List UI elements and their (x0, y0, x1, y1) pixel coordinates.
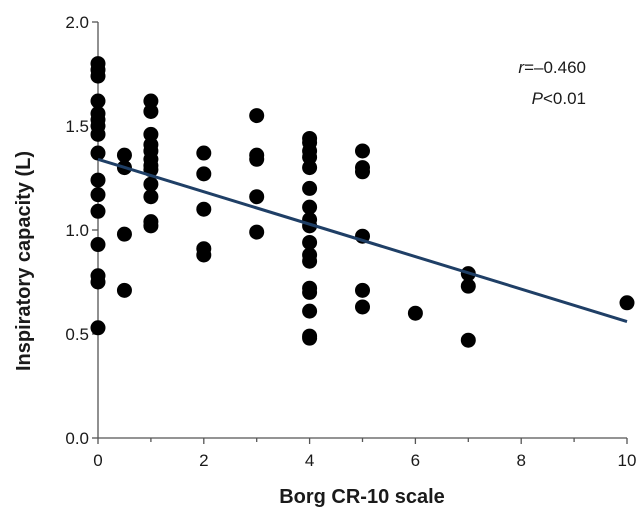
data-point (302, 180, 318, 196)
data-point (302, 234, 318, 250)
data-point (116, 282, 132, 298)
y-tick-label: 0.5 (65, 325, 89, 344)
data-point (302, 330, 318, 346)
data-point (355, 164, 370, 180)
data-point (90, 274, 106, 290)
data-point (90, 320, 106, 336)
data-point (302, 160, 318, 176)
x-tick-label: 8 (516, 451, 525, 470)
y-tick-label: 1.5 (65, 117, 89, 136)
data-point (249, 224, 265, 240)
y-axis-title: Inspiratory capacity (L) (13, 151, 35, 371)
data-point (249, 189, 265, 205)
data-point (143, 176, 159, 192)
data-point (249, 151, 265, 167)
x-tick-label: 2 (199, 451, 208, 470)
r-value: =–0.460 (524, 58, 586, 77)
data-point (143, 103, 159, 119)
data-point (196, 166, 212, 182)
data-point (143, 93, 159, 109)
x-axis-title: Borg CR-10 scale (279, 486, 445, 508)
data-point (196, 201, 212, 217)
data-point (116, 226, 132, 242)
data-point (302, 284, 318, 300)
data-point (143, 218, 159, 234)
data-point (90, 203, 106, 219)
plot-area: 0.0 0.5 1.0 1.5 2.0 0 2 4 6 8 10 (65, 13, 636, 470)
data-point (116, 147, 132, 163)
data-point (90, 68, 106, 84)
p-value-annotation: P<0.01 (532, 89, 586, 108)
data-point (90, 187, 106, 203)
regression-line (97, 157, 628, 323)
y-tick-label: 2.0 (65, 13, 89, 32)
data-point (90, 172, 106, 188)
data-point (407, 305, 423, 321)
p-symbol: P (532, 89, 544, 108)
y-tick-label: 0.0 (65, 429, 89, 448)
data-point (196, 247, 212, 263)
correlation-annotation: r=–0.460 (518, 58, 586, 77)
x-tick-label: 4 (305, 451, 314, 470)
data-point (302, 149, 318, 165)
x-tick-label: 10 (618, 451, 637, 470)
data-point (355, 282, 370, 298)
x-tick-label: 6 (411, 451, 420, 470)
data-point (460, 278, 476, 294)
data-point (302, 253, 318, 269)
data-point (143, 189, 159, 205)
y-tick-label: 1.0 (65, 221, 89, 240)
data-point (90, 145, 106, 161)
data-point (90, 237, 106, 253)
data-point (460, 332, 476, 348)
data-point (302, 199, 318, 215)
x-tick-label: 0 (93, 451, 102, 470)
data-point (90, 126, 106, 142)
r-symbol: r (518, 58, 525, 77)
data-point (90, 93, 106, 109)
data-point (143, 126, 159, 142)
data-point (355, 299, 370, 315)
data-point (619, 295, 635, 311)
data-point (196, 145, 212, 161)
data-point (249, 108, 265, 124)
data-point (355, 143, 370, 159)
data-point (302, 303, 318, 319)
p-value: <0.01 (543, 89, 586, 108)
